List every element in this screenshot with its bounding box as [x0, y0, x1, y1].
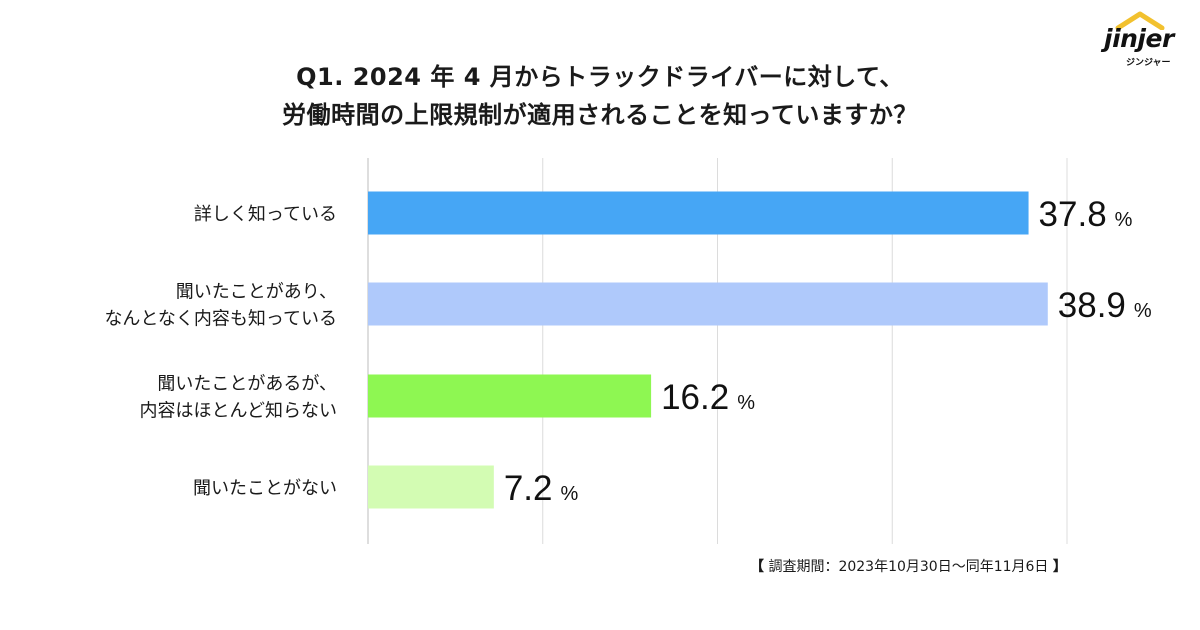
value-number-4: 7.2 — [504, 469, 553, 508]
value-number-2: 38.9 — [1058, 286, 1126, 325]
category-label-2-line-2: なんとなく内容も知っている — [104, 309, 337, 330]
category-label-3-line-2: 内容はほとんど知らない — [140, 401, 337, 422]
category-label-4-line-1: 聞いたことがない — [193, 478, 337, 499]
chart-title: Q1. 2024 年 4 月からトラックドライバーに対して、 労働時間の上限規制… — [0, 58, 1200, 134]
footnote-close-bracket: 】 — [1052, 559, 1067, 575]
chart-title-line-2: 労働時間の上限規制が適用されることを知っていますか？ — [282, 101, 918, 129]
value-number-3: 16.2 — [661, 378, 729, 417]
value-unit-1: % — [1115, 209, 1133, 231]
value-number-1: 37.8 — [1039, 195, 1107, 234]
logo-wordmark: jinjer — [1104, 24, 1174, 53]
value-label-3: 16.2% — [661, 378, 755, 417]
bar-1 — [368, 191, 1029, 235]
value-unit-3: % — [737, 392, 755, 414]
bar-2 — [368, 282, 1048, 326]
logo-kana: ジンジャー — [1126, 58, 1171, 68]
footnote-text: 調査期間：2023年10月30日〜同年11月6日 — [764, 559, 1053, 575]
value-label-2: 38.9% — [1058, 286, 1152, 325]
category-label-3-line-1: 聞いたことがあるが、 — [157, 374, 337, 395]
value-unit-4: % — [560, 483, 578, 505]
chart-title-line-1: Q1. 2024 年 4 月からトラックドライバーに対して、 — [296, 63, 904, 91]
value-unit-2: % — [1134, 300, 1152, 322]
jinjer-logo: jinjer ジンジャー — [1100, 8, 1192, 68]
roof-icon — [1115, 11, 1165, 30]
bar-4 — [368, 465, 494, 509]
value-label-1: 37.8% — [1039, 195, 1133, 234]
footnote-open-bracket: 【 — [750, 559, 764, 575]
category-label-1-line-1: 詳しく知っている — [194, 204, 337, 225]
bar-3 — [368, 374, 652, 418]
survey-period-note: 【 調査期間：2023年10月30日〜同年11月6日 】 — [750, 556, 1067, 576]
category-label-2-line-1: 聞いたことがあり、 — [176, 282, 337, 303]
value-label-4: 7.2% — [504, 469, 579, 508]
